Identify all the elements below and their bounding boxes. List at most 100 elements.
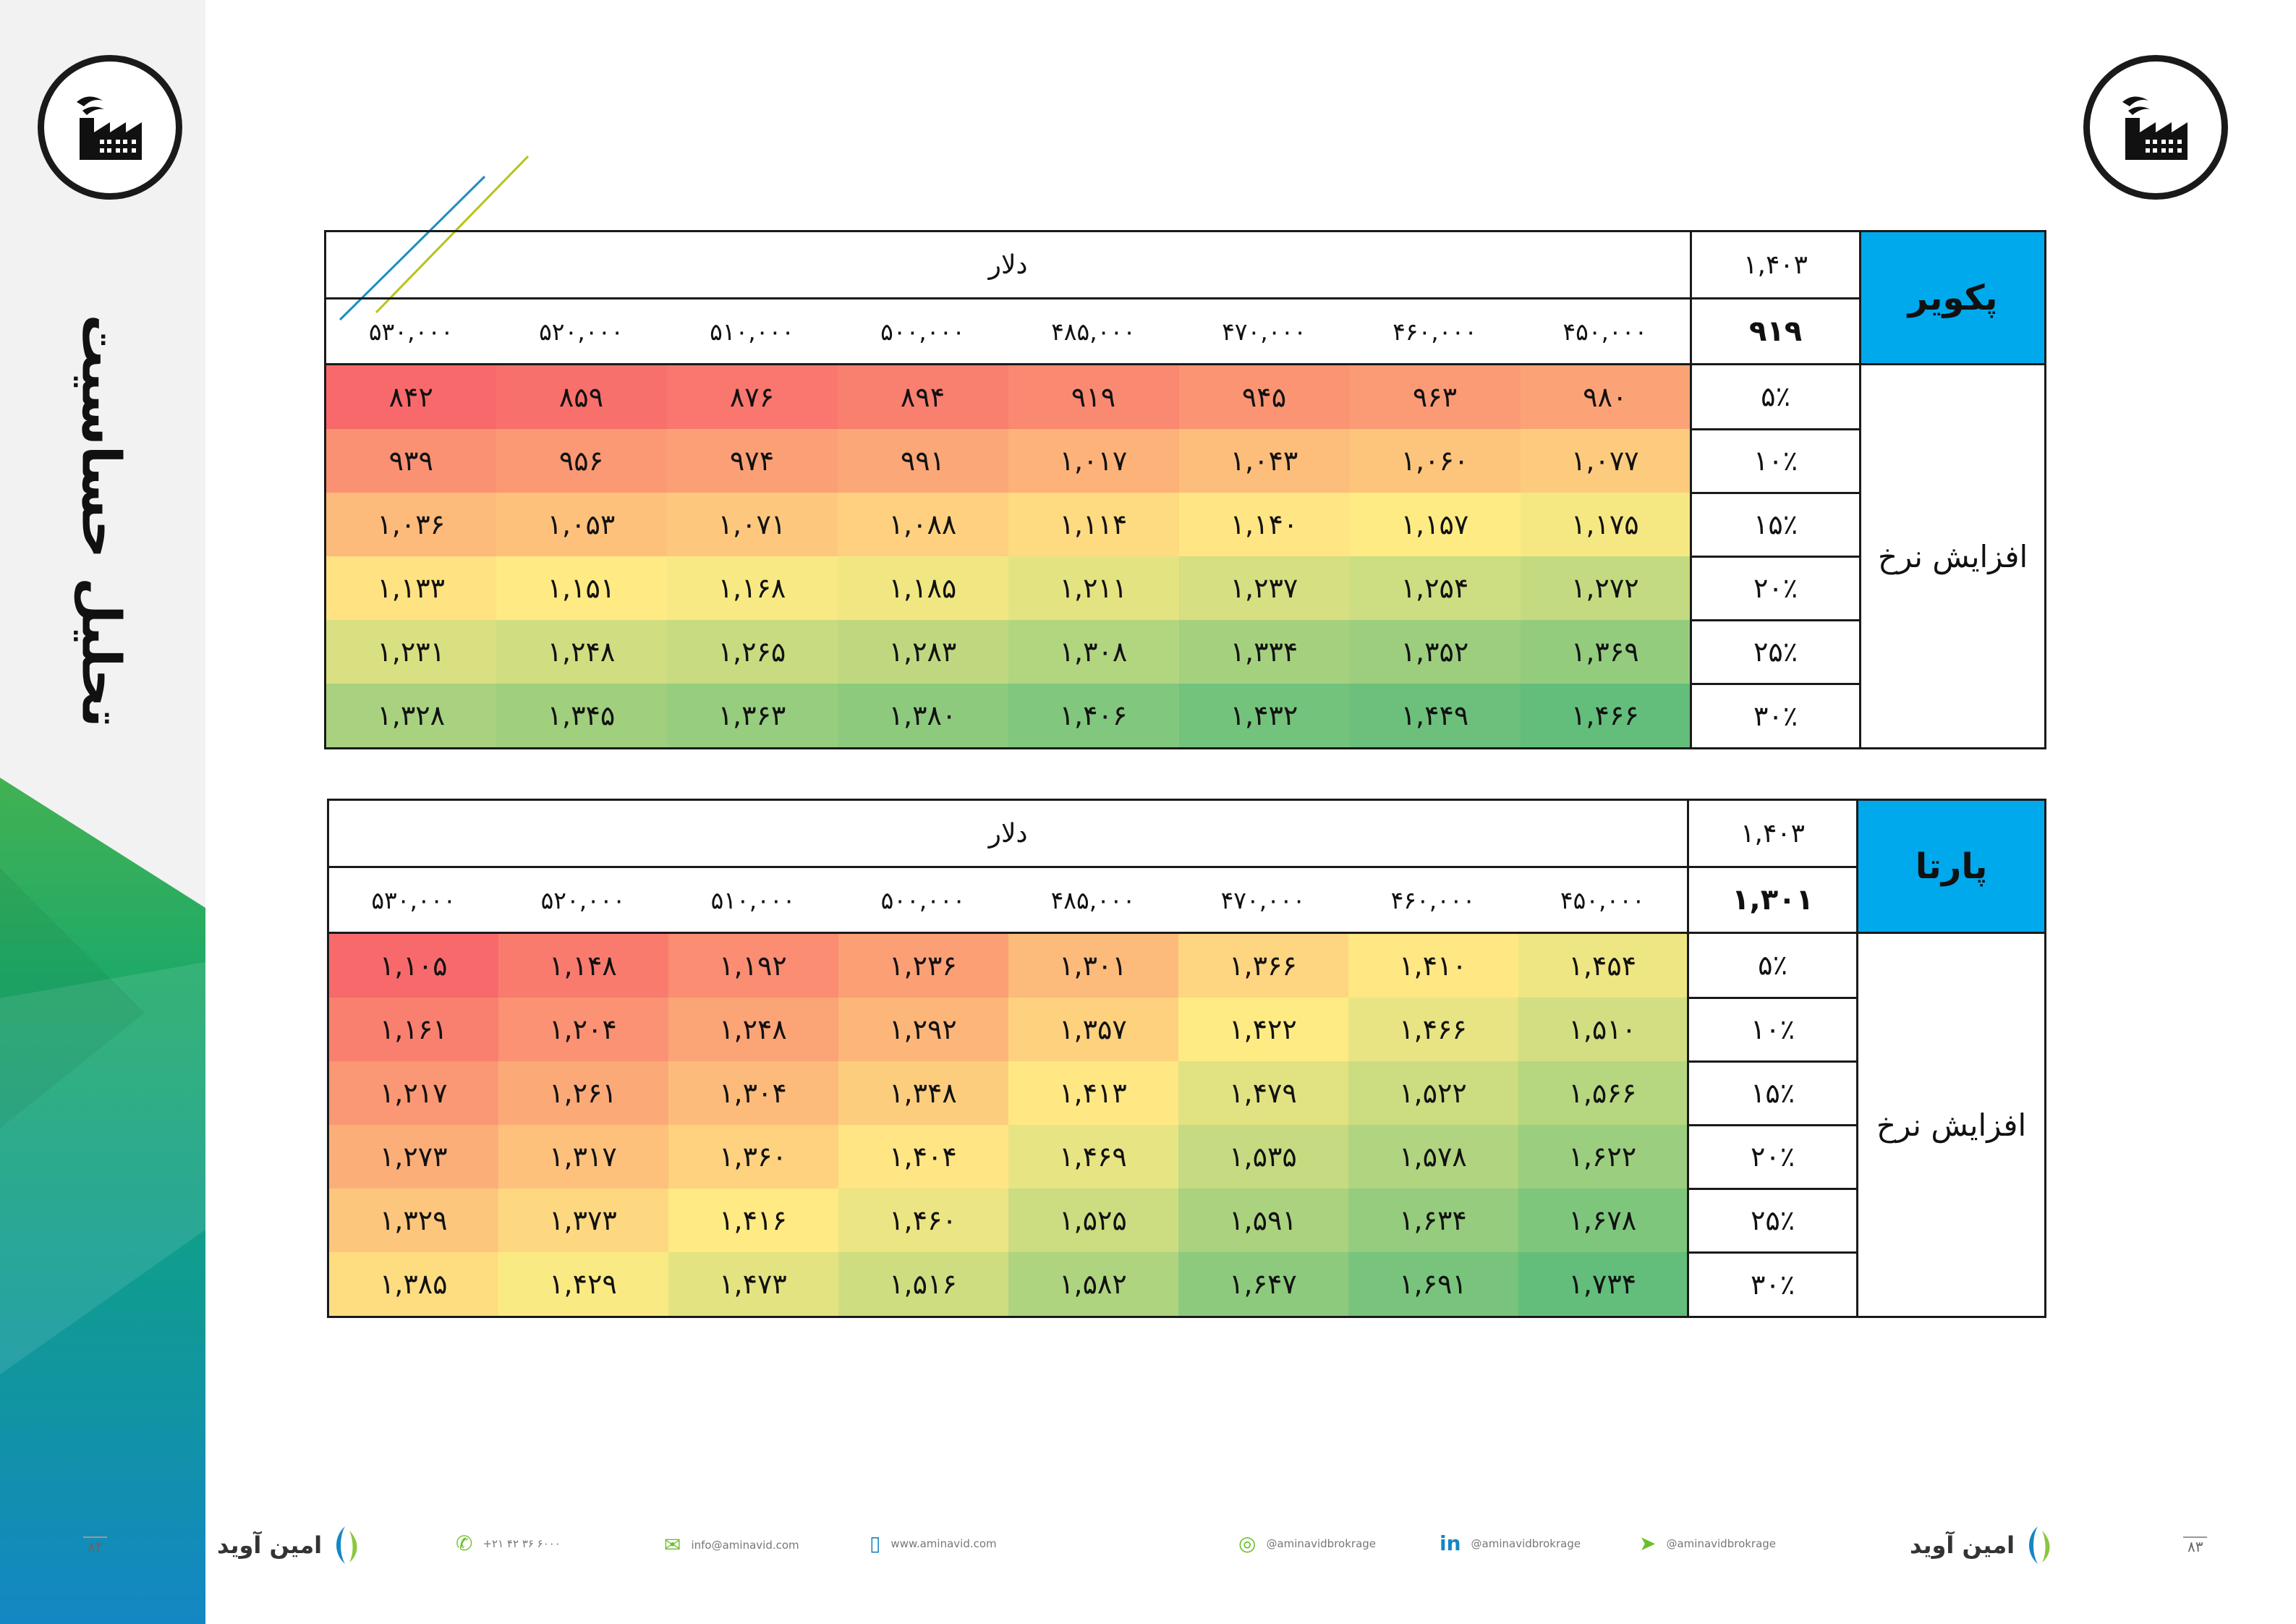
phone-icon: ✆ [456,1531,473,1555]
value-cell: ۱,۳۶۳ [666,684,838,749]
value-cell: ۱,۴۰۴ [838,1125,1008,1189]
table-row: ۹۳۹ ۹۵۶ ۹۷۴ ۹۹۱ ۱,۰۱۷ ۱,۰۴۳ ۱,۰۶۰ ۱,۰۷۷ ۱۰٪ [324,428,2046,494]
column-header: ۵۳۰,۰۰۰ [324,297,496,365]
value-cell: ۱,۱۱۴ [1008,493,1179,556]
column-header: ۴۸۵,۰۰۰ [1008,297,1179,365]
value-cell: ۱,۲۸۳ [837,620,1008,684]
value-cell: ۱,۴۱۰ [1348,932,1518,998]
value-cell: ۱,۱۴۰ [1178,493,1350,556]
value-cell: ۱,۳۲۹ [327,1189,498,1252]
value-cell: ۱,۲۵۴ [1349,556,1521,620]
factory-icon [2122,96,2187,160]
value-cell: ۱,۰۶۰ [1349,429,1521,493]
value-cell: ۹۷۴ [666,429,838,493]
sidebar-gradient [0,778,205,1624]
mouse-icon: ▯ [869,1531,881,1555]
table-body: ۱,۱۰۵ ۱,۱۴۸ ۱,۱۹۲ ۱,۲۳۶ ۱,۳۰۱ ۱,۳۶۶ ۱,۴۱۰ ۱,۴۵۴… [327,932,2047,1318]
column-header: ۵۱۰,۰۰۰ [668,866,838,934]
telegram-text: @aminavidbrokrage [1666,1537,1777,1550]
value-cell: ۱,۲۴۸ [668,998,838,1061]
column-header: ۴۷۰,۰۰۰ [1178,866,1348,934]
footer-email[interactable]: ✉ info@aminavid.com [664,1535,799,1555]
value-cell: ۱,۰۵۳ [496,493,667,556]
value-cell: ۱,۲۳۷ [1178,556,1350,620]
value-cell: ۱,۲۳۱ [324,620,496,684]
value-cell: ۱,۴۶۰ [838,1189,1008,1252]
value-cell: ۱,۱۷۵ [1520,493,1693,556]
column-header: ۴۷۰,۰۰۰ [1178,297,1350,365]
value-cell: ۱,۱۸۵ [837,556,1008,620]
table-row: ۱,۳۲۹ ۱,۳۷۳ ۱,۴۱۶ ۱,۴۶۰ ۱,۵۲۵ ۱,۵۹۱ ۱,۶۳۴ ۱,۶۷۸… [327,1187,2046,1254]
table-row: ۱,۳۲۸ ۱,۳۴۵ ۱,۳۶۳ ۱,۳۸۰ ۱,۴۰۶ ۱,۴۳۲ ۱,۴۴۹ ۱,۴۶۶… [324,682,2046,749]
value-cell: ۱,۳۱۷ [498,1125,668,1189]
phone-text: +۲۱ ۴۲ ۳۶ ۶۰۰۰ [482,1537,561,1550]
value-cell: ۹۱۹ [1008,364,1179,429]
value-cell: ۱,۴۱۳ [1008,1061,1178,1125]
footer-telegram[interactable]: ➤ @aminavidbrokrage [1639,1534,1776,1554]
table-row: ۸۴۲ ۸۵۹ ۸۷۶ ۸۹۴ ۹۱۹ ۹۴۵ ۹۶۳ ۹۸۰ ۵٪ افزایش نرخ [324,363,2047,749]
value-cell: ۱,۵۲۵ [1008,1189,1178,1252]
value-cell: ۱,۴۳۲ [1178,684,1350,749]
value-cell: ۱,۶۴۷ [1178,1252,1348,1318]
table-row: ۱,۲۳۱ ۱,۲۴۸ ۱,۲۶۵ ۱,۲۸۳ ۱,۳۰۸ ۱,۳۳۴ ۱,۳۵۲ ۱,۳۶۹… [324,618,2046,685]
value-cell: ۱,۰۱۷ [1008,429,1179,493]
footer-phone[interactable]: ✆ +۲۱ ۴۲ ۳۶ ۶۰۰۰ [456,1534,561,1554]
value-cell: ۱,۳۰۸ [1008,620,1179,684]
value-cell: ۱,۱۶۸ [666,556,838,620]
value-cell: ۱,۴۴۹ [1349,684,1521,749]
factory-logo-right [2083,55,2228,200]
column-header: ۴۸۵,۰۰۰ [1008,866,1178,934]
value-cell: ۱,۳۵۲ [1349,620,1521,684]
envelope-icon: ✉ [664,1533,681,1557]
value-cell: ۱,۳۸۵ [327,1252,498,1318]
value-cell: ۸۴۲ [324,364,496,429]
rate-increase-percent: ۵٪ [1687,932,1859,999]
value-cell: ۱,۵۱۶ [838,1252,1008,1318]
value-cell: ۸۹۴ [837,364,1008,429]
value-cell: ۱,۴۲۲ [1178,998,1348,1061]
base-rate: ۱,۴۰۳ [1690,230,1862,299]
value-cell: ۱,۲۳۶ [838,932,1008,998]
rate-increase-percent: ۳۰٪ [1690,682,1862,749]
column-header: ۴۵۰,۰۰۰ [1518,866,1690,934]
telegram-icon: ➤ [1639,1531,1657,1555]
value-cell: ۱,۵۸۲ [1008,1252,1178,1318]
value-cell: ۱,۳۵۷ [1008,998,1178,1061]
value-cell: ۹۴۵ [1178,364,1350,429]
value-cell: ۱,۶۷۸ [1518,1189,1690,1252]
rate-increase-percent: ۱۰٪ [1690,428,1862,494]
value-cell: ۹۳۹ [324,429,496,493]
column-header: ۴۶۰,۰۰۰ [1349,297,1521,365]
table-row: ۱,۱۳۳ ۱,۱۵۱ ۱,۱۶۸ ۱,۱۸۵ ۱,۲۱۱ ۱,۲۳۷ ۱,۲۵۴ ۱,۲۷۲… [324,555,2046,621]
currency-header: دلار [326,799,1690,868]
value-cell: ۱,۴۷۳ [668,1252,838,1318]
column-header: ۵۳۰,۰۰۰ [327,866,498,934]
brand-logo-icon [2029,1526,2050,1564]
value-cell: ۸۷۶ [666,364,838,429]
value-cell: ۱,۵۶۶ [1518,1061,1690,1125]
website-text: www.aminavid.com [890,1537,997,1550]
value-cell: ۱,۱۵۷ [1349,493,1521,556]
value-cell: ۱,۲۷۳ [327,1125,498,1189]
value-cell: ۱,۶۹۱ [1348,1252,1518,1318]
value-cell: ۱,۳۳۴ [1178,620,1350,684]
column-header: ۴۶۰,۰۰۰ [1348,866,1518,934]
rate-increase-percent: ۱۵٪ [1690,491,1862,558]
footer-brand-left: امین آوید [217,1525,361,1565]
value-cell: ۱,۴۶۶ [1520,684,1693,749]
footer-website[interactable]: ▯ www.aminavid.com [869,1534,997,1554]
value-cell: ۱,۳۰۱ [1008,932,1178,998]
column-header-row: ۵۳۰,۰۰۰ ۵۲۰,۰۰۰ ۵۱۰,۰۰۰ ۵۰۰,۰۰۰ ۴۸۵,۰۰۰ ۴۷۰,۰… [327,866,2046,934]
rate-increase-percent: ۲۰٪ [1687,1123,1859,1190]
base-price: ۱,۳۰۱ [1687,866,1859,934]
value-cell: ۱,۱۳۳ [324,556,496,620]
value-cell: ۸۵۹ [496,364,667,429]
value-cell: ۱,۵۷۸ [1348,1125,1518,1189]
value-cell: ۱,۳۲۸ [324,684,496,749]
value-cell: ۱,۴۲۹ [498,1252,668,1318]
right-page-number: ۸۳ [2183,1536,2208,1555]
value-cell: ۱,۵۹۱ [1178,1189,1348,1252]
footer-instagram[interactable]: ◎ @aminavidbrokrage [1238,1534,1376,1554]
value-cell: ۱,۲۴۸ [496,620,667,684]
footer-linkedin[interactable]: in @aminavidbrokrage [1440,1534,1581,1554]
